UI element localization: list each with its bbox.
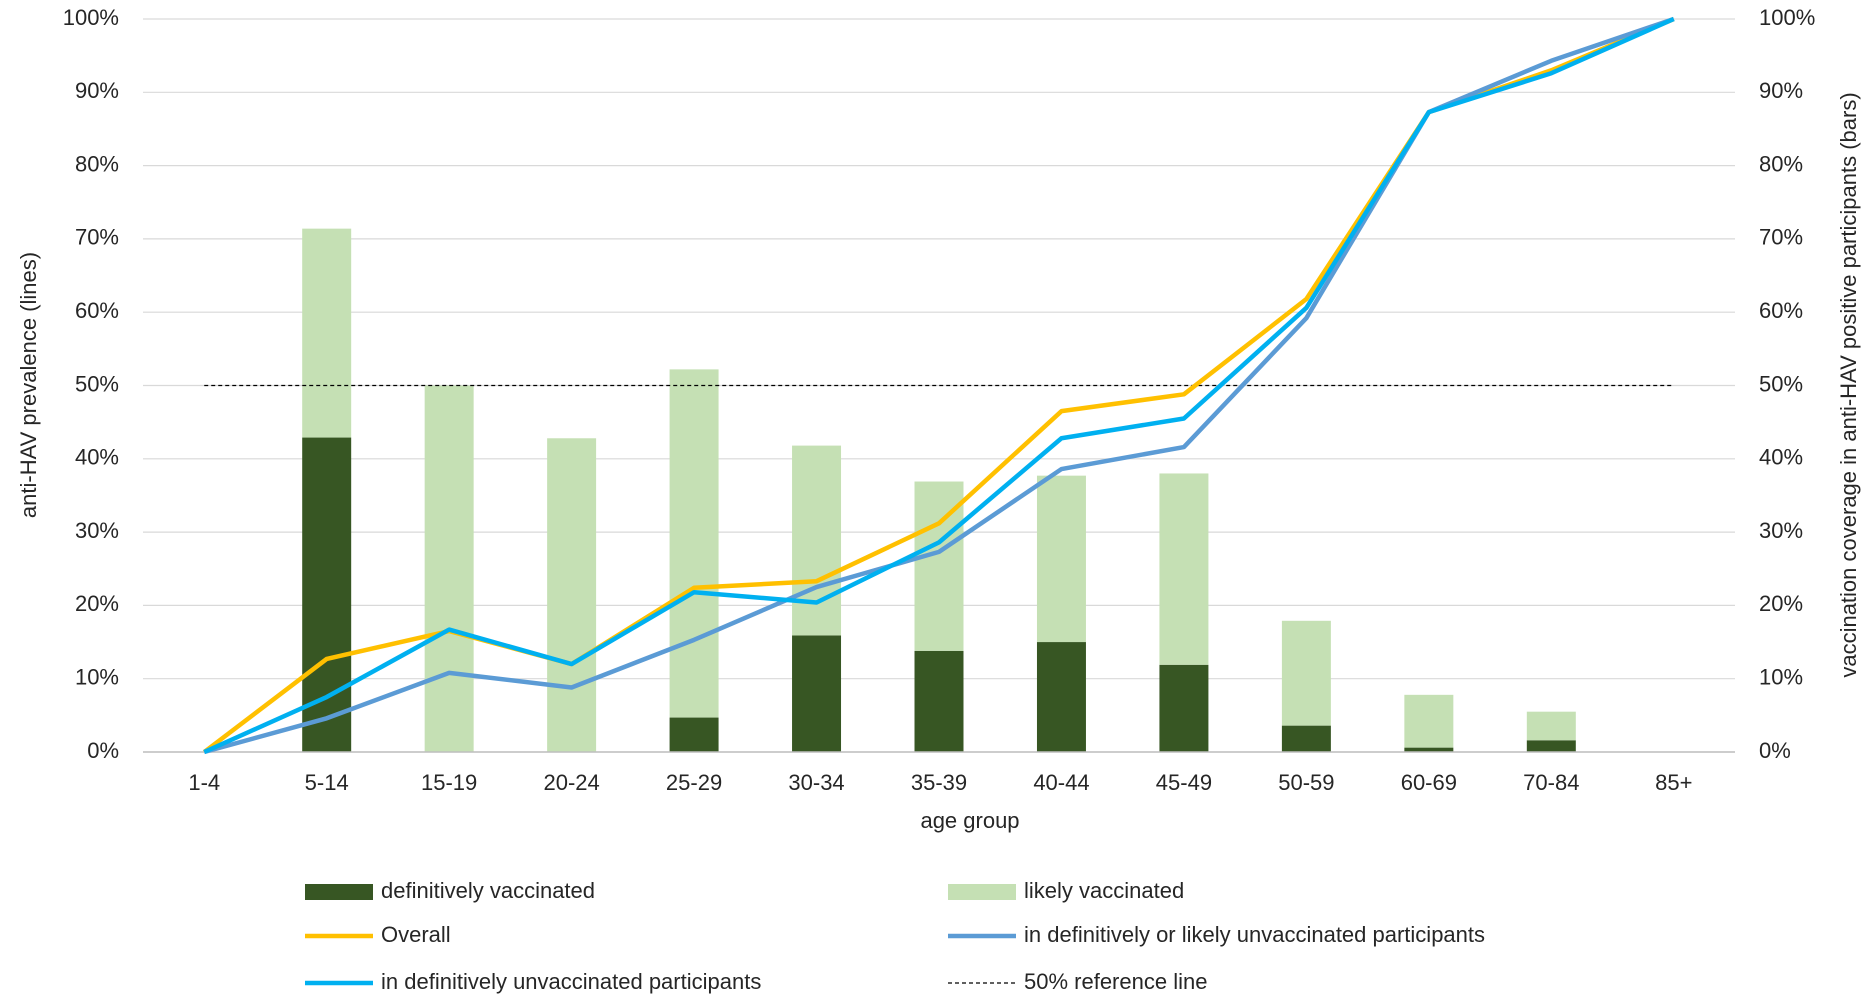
y-tick-label: 30% (75, 518, 119, 543)
y2-tick-label: 20% (1759, 591, 1803, 616)
bar (792, 635, 842, 752)
bar (424, 385, 474, 752)
y-tick-label: 50% (75, 371, 119, 396)
x-tick-label: 70-84 (1523, 770, 1579, 795)
legend-label: in definitively or likely unvaccinated p… (1024, 922, 1485, 947)
y2-tick-label: 0% (1759, 738, 1791, 763)
x-tick-label: 85+ (1655, 770, 1692, 795)
y-tick-label: 80% (75, 151, 119, 176)
bar (1281, 620, 1331, 726)
x-tick-label: 50-59 (1278, 770, 1334, 795)
line (203, 16, 1675, 755)
y-tick-label: 10% (75, 665, 119, 690)
x-tick-label: 20-24 (543, 770, 599, 795)
y-tick-label: 0% (87, 738, 119, 763)
bar (1404, 694, 1454, 748)
bar (302, 437, 352, 752)
y-tick-label: 70% (75, 225, 119, 250)
x-tick-label: 15-19 (421, 770, 477, 795)
y2-tick-label: 90% (1759, 78, 1803, 103)
legend-label: definitively vaccinated (381, 878, 595, 903)
x-tick-label: 5-14 (305, 770, 349, 795)
y2-tick-label: 30% (1759, 518, 1803, 543)
x-tick-label: 35-39 (911, 770, 967, 795)
y2-tick-label: 80% (1759, 151, 1803, 176)
legend-label: Overall (381, 922, 451, 947)
x-axis-title: age group (920, 808, 1019, 833)
x-tick-label: 30-34 (788, 770, 844, 795)
y2-axis-title: vaccination coverage in anti-HAV positiv… (1836, 92, 1861, 677)
y-tick-label: 100% (63, 5, 119, 30)
y2-tick-label: 60% (1759, 298, 1803, 323)
y-tick-label: 20% (75, 591, 119, 616)
bar (1281, 725, 1331, 752)
bar (669, 369, 719, 718)
x-tick-label: 25-29 (666, 770, 722, 795)
bar (1036, 642, 1086, 752)
legend-label: likely vaccinated (1024, 878, 1184, 903)
legend-swatch (305, 884, 373, 900)
y2-tick-label: 40% (1759, 445, 1803, 470)
x-tick-label: 60-69 (1401, 770, 1457, 795)
y-tick-label: 90% (75, 78, 119, 103)
bar (792, 445, 842, 636)
bar (1526, 711, 1576, 741)
legend-label: in definitively unvaccinated participant… (381, 969, 761, 994)
y2-tick-label: 50% (1759, 371, 1803, 396)
legend-label: 50% reference line (1024, 969, 1207, 994)
y2-tick-label: 100% (1759, 5, 1815, 30)
legend-swatch (948, 884, 1016, 900)
bar (1159, 473, 1209, 665)
bar (547, 438, 597, 752)
bar (914, 650, 964, 752)
x-tick-label: 1-4 (188, 770, 220, 795)
bar (1526, 740, 1576, 752)
x-tick-label: 40-44 (1033, 770, 1089, 795)
x-tick-label: 45-49 (1156, 770, 1212, 795)
bar (302, 228, 352, 438)
bar (1159, 664, 1209, 752)
bar (669, 717, 719, 752)
y-tick-label: 60% (75, 298, 119, 323)
y2-tick-label: 10% (1759, 665, 1803, 690)
bar (1404, 747, 1454, 752)
bar (1036, 475, 1086, 643)
y-axis-title: anti-HAV prevalence (lines) (16, 252, 41, 518)
y-tick-label: 40% (75, 445, 119, 470)
y2-tick-label: 70% (1759, 225, 1803, 250)
